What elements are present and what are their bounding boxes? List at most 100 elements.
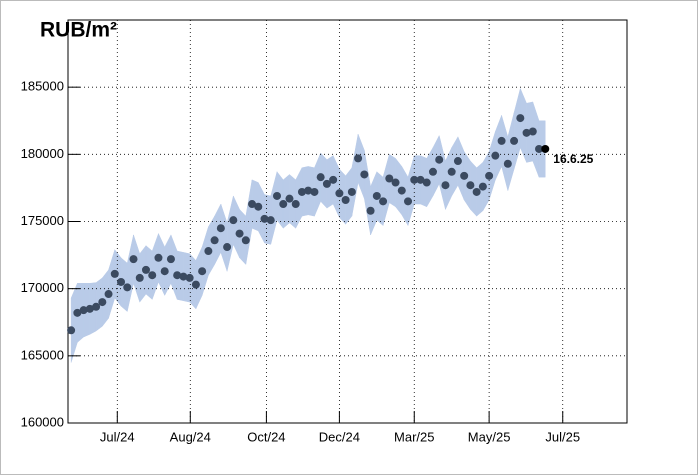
point: [173, 271, 182, 280]
y-tick-label: 175000: [21, 213, 64, 228]
plot-frame: [67, 19, 628, 424]
error-band: [276, 171, 284, 229]
point: [273, 191, 282, 200]
point: [198, 267, 207, 276]
error-band: [482, 150, 490, 212]
point: [422, 178, 431, 187]
point: [341, 196, 350, 205]
point: [347, 187, 356, 196]
error-band: [395, 157, 403, 216]
error-band: [451, 135, 459, 197]
point: [541, 144, 550, 153]
point: [85, 304, 94, 313]
point: [79, 306, 88, 315]
point: [73, 308, 82, 317]
x-tick-label: Oct/24: [247, 429, 285, 444]
point: [117, 277, 126, 286]
x-tick-label: May/25: [468, 429, 511, 444]
point: [491, 151, 500, 160]
point: [535, 144, 544, 153]
point: [260, 214, 269, 223]
point: [510, 136, 519, 145]
point: [410, 175, 419, 184]
point: [503, 159, 512, 168]
point: [472, 187, 481, 196]
point: [385, 174, 394, 183]
x-tick-label: Mar/25: [394, 429, 434, 444]
point: [104, 290, 113, 299]
point: [391, 178, 400, 187]
point: [397, 186, 406, 195]
point: [191, 280, 200, 289]
point: [372, 191, 381, 200]
point: [166, 255, 175, 264]
point: [98, 298, 107, 307]
point: [110, 269, 119, 278]
point: [354, 154, 363, 163]
point: [329, 175, 338, 184]
error-band: [102, 269, 109, 328]
y-tick-label: 165000: [21, 347, 64, 362]
point: [154, 253, 163, 262]
point: [435, 155, 444, 164]
error-band: [208, 215, 215, 277]
point: [478, 182, 487, 191]
error-band: [139, 244, 147, 303]
point: [185, 273, 194, 282]
point: [366, 206, 375, 215]
point: [279, 200, 288, 209]
error-band: [345, 167, 353, 225]
y-tick-label: 185000: [21, 79, 64, 94]
point: [310, 187, 319, 196]
point: [210, 236, 219, 245]
point: [447, 167, 456, 176]
point: [428, 167, 437, 176]
point: [135, 273, 144, 282]
point: [241, 236, 250, 245]
y-tick-label: 180000: [21, 146, 64, 161]
point: [485, 171, 494, 180]
point: [123, 283, 132, 292]
point: [441, 181, 450, 190]
point: [322, 179, 331, 188]
point: [254, 202, 263, 211]
point: [248, 200, 257, 209]
point: [466, 181, 475, 190]
point: [304, 186, 313, 195]
x-tick-label: Dec/24: [319, 429, 360, 444]
point: [297, 187, 306, 196]
point: [416, 175, 425, 184]
point: [216, 224, 225, 233]
error-band: [463, 150, 471, 211]
point: [92, 302, 101, 311]
point: [285, 194, 294, 203]
point: [179, 272, 188, 281]
point: [379, 197, 388, 206]
point: [528, 127, 537, 136]
point: [516, 114, 525, 123]
x-tick-label: Aug/24: [170, 429, 211, 444]
point: [141, 265, 150, 274]
x-tick-label: Jul/25: [545, 429, 580, 444]
point: [453, 157, 462, 166]
chart-title: RUB/m²: [40, 19, 117, 42]
point: [148, 271, 157, 280]
error-band: [114, 248, 122, 307]
annotation: 16.6.25: [553, 152, 593, 166]
point: [360, 170, 369, 179]
point: [316, 173, 325, 182]
y-tick-label: 160000: [21, 414, 64, 429]
point: [129, 255, 138, 264]
point: [335, 189, 344, 198]
point: [266, 216, 275, 225]
point: [235, 229, 244, 238]
point: [229, 216, 238, 225]
point: [160, 267, 169, 276]
point: [522, 128, 531, 137]
point: [291, 200, 300, 209]
point: [460, 171, 469, 180]
point: [404, 197, 413, 206]
error-band: [401, 165, 409, 227]
